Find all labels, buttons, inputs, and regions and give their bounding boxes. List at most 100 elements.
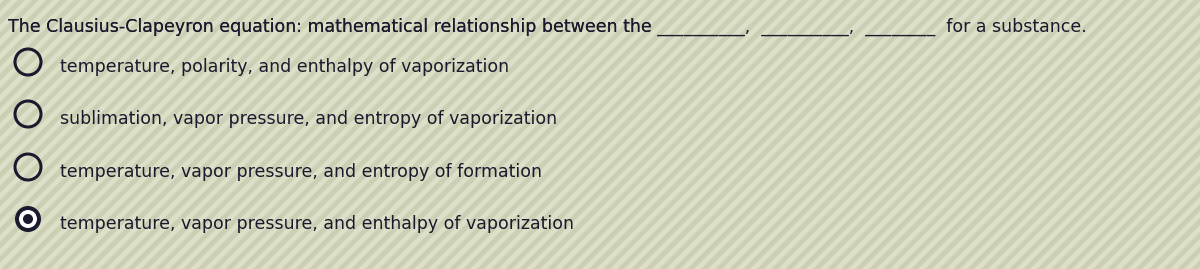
Polygon shape xyxy=(148,0,424,269)
Polygon shape xyxy=(1002,0,1200,269)
Polygon shape xyxy=(750,0,1026,269)
Polygon shape xyxy=(694,0,970,269)
Polygon shape xyxy=(0,0,172,269)
Polygon shape xyxy=(974,0,1200,269)
Text: temperature, polarity, and enthalpy of vaporization: temperature, polarity, and enthalpy of v… xyxy=(60,58,509,76)
Polygon shape xyxy=(568,0,844,269)
Polygon shape xyxy=(652,0,928,269)
Polygon shape xyxy=(358,0,634,269)
Polygon shape xyxy=(1058,0,1200,269)
Polygon shape xyxy=(778,0,1054,269)
Polygon shape xyxy=(960,0,1200,269)
Polygon shape xyxy=(596,0,872,269)
Polygon shape xyxy=(50,0,326,269)
Polygon shape xyxy=(610,0,886,269)
Polygon shape xyxy=(666,0,942,269)
Polygon shape xyxy=(0,0,102,269)
Polygon shape xyxy=(106,0,382,269)
Polygon shape xyxy=(0,0,200,269)
Polygon shape xyxy=(0,0,74,269)
Polygon shape xyxy=(918,0,1194,269)
Polygon shape xyxy=(0,0,214,269)
Polygon shape xyxy=(8,0,284,269)
Polygon shape xyxy=(1086,0,1200,269)
Polygon shape xyxy=(428,0,704,269)
Polygon shape xyxy=(0,0,18,269)
Polygon shape xyxy=(890,0,1166,269)
Polygon shape xyxy=(1128,0,1200,269)
Polygon shape xyxy=(1142,0,1200,269)
Polygon shape xyxy=(0,0,228,269)
Polygon shape xyxy=(288,0,564,269)
Text: temperature, vapor pressure, and entropy of formation: temperature, vapor pressure, and entropy… xyxy=(60,163,542,181)
Polygon shape xyxy=(1044,0,1200,269)
Polygon shape xyxy=(834,0,1110,269)
Polygon shape xyxy=(1030,0,1200,269)
Polygon shape xyxy=(0,0,242,269)
Polygon shape xyxy=(330,0,606,269)
Polygon shape xyxy=(484,0,760,269)
Polygon shape xyxy=(512,0,788,269)
Polygon shape xyxy=(0,0,116,269)
Polygon shape xyxy=(386,0,662,269)
Polygon shape xyxy=(0,0,158,269)
Polygon shape xyxy=(904,0,1180,269)
Polygon shape xyxy=(414,0,690,269)
Polygon shape xyxy=(190,0,466,269)
Polygon shape xyxy=(862,0,1138,269)
Polygon shape xyxy=(806,0,1082,269)
Polygon shape xyxy=(1156,0,1200,269)
Polygon shape xyxy=(1114,0,1200,269)
Polygon shape xyxy=(316,0,592,269)
Circle shape xyxy=(14,206,41,232)
Polygon shape xyxy=(680,0,956,269)
Polygon shape xyxy=(554,0,830,269)
Polygon shape xyxy=(78,0,354,269)
Polygon shape xyxy=(0,0,4,269)
Polygon shape xyxy=(708,0,984,269)
Polygon shape xyxy=(344,0,620,269)
Polygon shape xyxy=(876,0,1152,269)
Polygon shape xyxy=(246,0,522,269)
Polygon shape xyxy=(946,0,1200,269)
Polygon shape xyxy=(0,0,88,269)
Polygon shape xyxy=(820,0,1096,269)
Polygon shape xyxy=(120,0,396,269)
Text: temperature, vapor pressure, and enthalpy of vaporization: temperature, vapor pressure, and enthalp… xyxy=(60,215,574,233)
Polygon shape xyxy=(1198,0,1200,269)
Polygon shape xyxy=(204,0,480,269)
Polygon shape xyxy=(1100,0,1200,269)
Polygon shape xyxy=(638,0,914,269)
Polygon shape xyxy=(624,0,900,269)
Polygon shape xyxy=(1072,0,1200,269)
Polygon shape xyxy=(260,0,536,269)
Polygon shape xyxy=(540,0,816,269)
Polygon shape xyxy=(372,0,648,269)
Polygon shape xyxy=(764,0,1040,269)
Polygon shape xyxy=(0,0,186,269)
Polygon shape xyxy=(582,0,858,269)
Circle shape xyxy=(19,210,37,228)
Polygon shape xyxy=(470,0,746,269)
Polygon shape xyxy=(1184,0,1200,269)
Polygon shape xyxy=(1016,0,1200,269)
Polygon shape xyxy=(218,0,494,269)
Polygon shape xyxy=(0,0,46,269)
Polygon shape xyxy=(0,0,270,269)
Polygon shape xyxy=(36,0,312,269)
Polygon shape xyxy=(0,0,130,269)
Polygon shape xyxy=(274,0,550,269)
Polygon shape xyxy=(0,0,256,269)
Polygon shape xyxy=(0,0,60,269)
Polygon shape xyxy=(0,0,144,269)
Text: The Clausius-Clapeyron equation: mathematical relationship between the: The Clausius-Clapeyron equation: mathema… xyxy=(8,18,658,36)
Polygon shape xyxy=(134,0,410,269)
Polygon shape xyxy=(176,0,452,269)
Polygon shape xyxy=(22,0,298,269)
Polygon shape xyxy=(526,0,802,269)
Polygon shape xyxy=(736,0,1012,269)
Text: sublimation, vapor pressure, and entropy of vaporization: sublimation, vapor pressure, and entropy… xyxy=(60,110,557,128)
Polygon shape xyxy=(162,0,438,269)
Polygon shape xyxy=(498,0,774,269)
Polygon shape xyxy=(64,0,340,269)
